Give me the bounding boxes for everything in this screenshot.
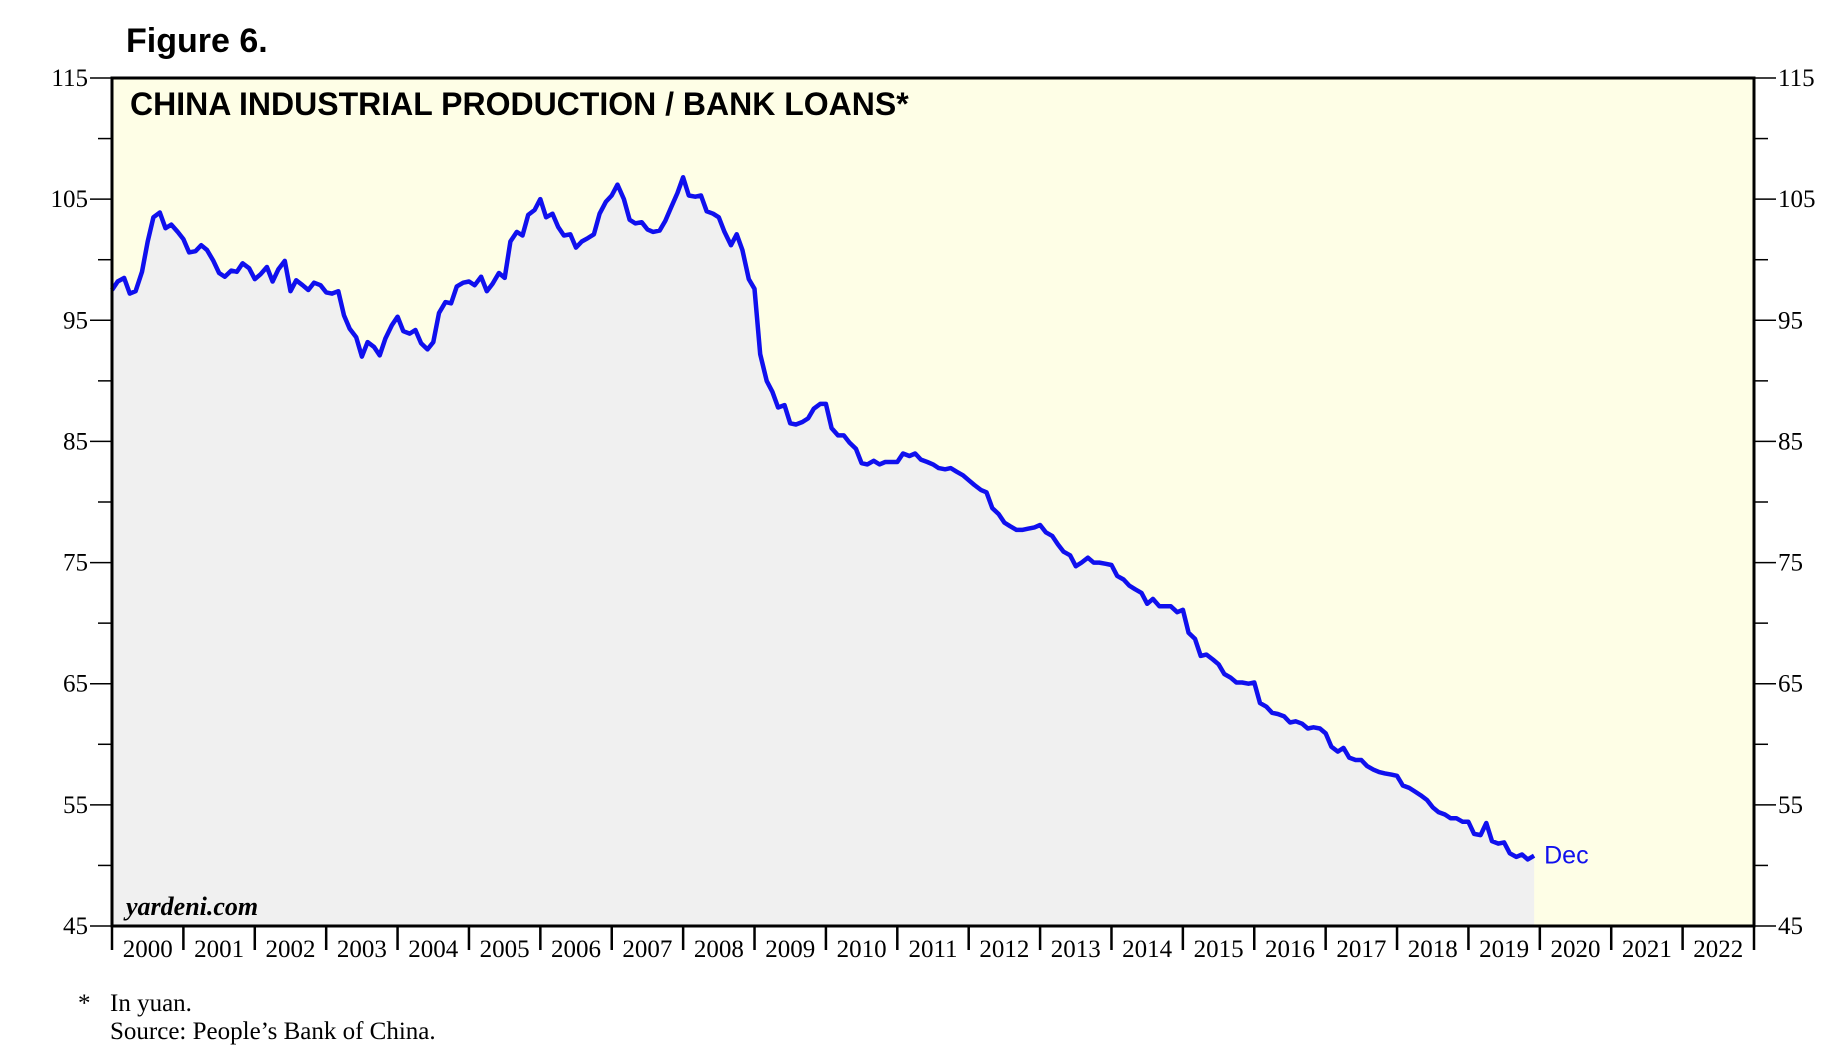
x-tick-label: 2012: [979, 936, 1029, 963]
x-tick-label: 2018: [1408, 936, 1458, 963]
y-tick-label-left: 75: [63, 550, 88, 577]
y-tick-label-right: 95: [1778, 307, 1803, 334]
x-tick-label: 2011: [908, 936, 957, 963]
y-tick-label-right: 65: [1778, 671, 1803, 698]
series-line: [110, 175, 1536, 862]
y-tick-label-left: 45: [63, 913, 88, 940]
axis-ticks: [90, 77, 1776, 950]
x-tick-label: 2006: [551, 936, 601, 963]
series-area: [112, 177, 1535, 927]
x-tick-label: 2004: [408, 936, 459, 963]
x-tick-label: 2017: [1336, 936, 1386, 963]
chart-title: CHINA INDUSTRIAL PRODUCTION / BANK LOANS…: [130, 86, 909, 122]
y-tick-label-left: 105: [51, 186, 89, 213]
figure-label: Figure 6.: [126, 22, 268, 60]
x-tick-label: 2019: [1479, 936, 1529, 963]
footnote-marker: *: [78, 990, 91, 1017]
y-tick-label-left: 55: [63, 792, 88, 819]
x-tick-label: 2013: [1051, 936, 1101, 963]
x-tick-label: 2010: [837, 936, 887, 963]
x-tick-label: 2000: [123, 936, 173, 963]
y-tick-label-right: 115: [1778, 65, 1815, 92]
x-tick-label: 2003: [337, 936, 387, 963]
plot-frame: [110, 76, 1756, 928]
axis-labels: 45 45 55 55 65 65 75 75 85 85 95 95 105 105 115 115 2000…: [51, 65, 1816, 963]
y-tick-label-right: 45: [1778, 913, 1803, 940]
footnote-source: Source: People’s Bank of China.: [110, 1018, 436, 1045]
end-label: Dec: [1544, 842, 1588, 870]
footnote: * In yuan. Source: People’s Bank of China…: [78, 990, 436, 1046]
y-tick-label-right: 105: [1778, 186, 1816, 213]
x-tick-label: 2009: [765, 936, 815, 963]
x-tick-label: 2001: [194, 936, 244, 963]
x-tick-label: 2007: [622, 936, 672, 963]
watermark: yardeni.com: [123, 892, 258, 921]
x-tick-label: 2016: [1265, 936, 1315, 963]
x-tick-label: 2002: [265, 936, 315, 963]
y-tick-label-left: 95: [63, 307, 88, 334]
x-tick-label: 2008: [694, 936, 744, 963]
x-tick-label: 2015: [1194, 936, 1244, 963]
x-tick-label: 2014: [1122, 936, 1173, 963]
y-tick-label-left: 65: [63, 671, 88, 698]
x-tick-label: 2020: [1551, 936, 1601, 963]
x-tick-label: 2005: [480, 936, 530, 963]
footnote-note: In yuan.: [110, 990, 192, 1017]
x-tick-label: 2022: [1693, 936, 1743, 963]
y-tick-label-right: 55: [1778, 792, 1803, 819]
x-tick-label: 2021: [1622, 936, 1672, 963]
y-tick-label-left: 85: [63, 428, 88, 455]
y-tick-label-right: 75: [1778, 550, 1803, 577]
y-tick-label-left: 115: [51, 65, 88, 92]
y-tick-label-right: 85: [1778, 428, 1803, 455]
